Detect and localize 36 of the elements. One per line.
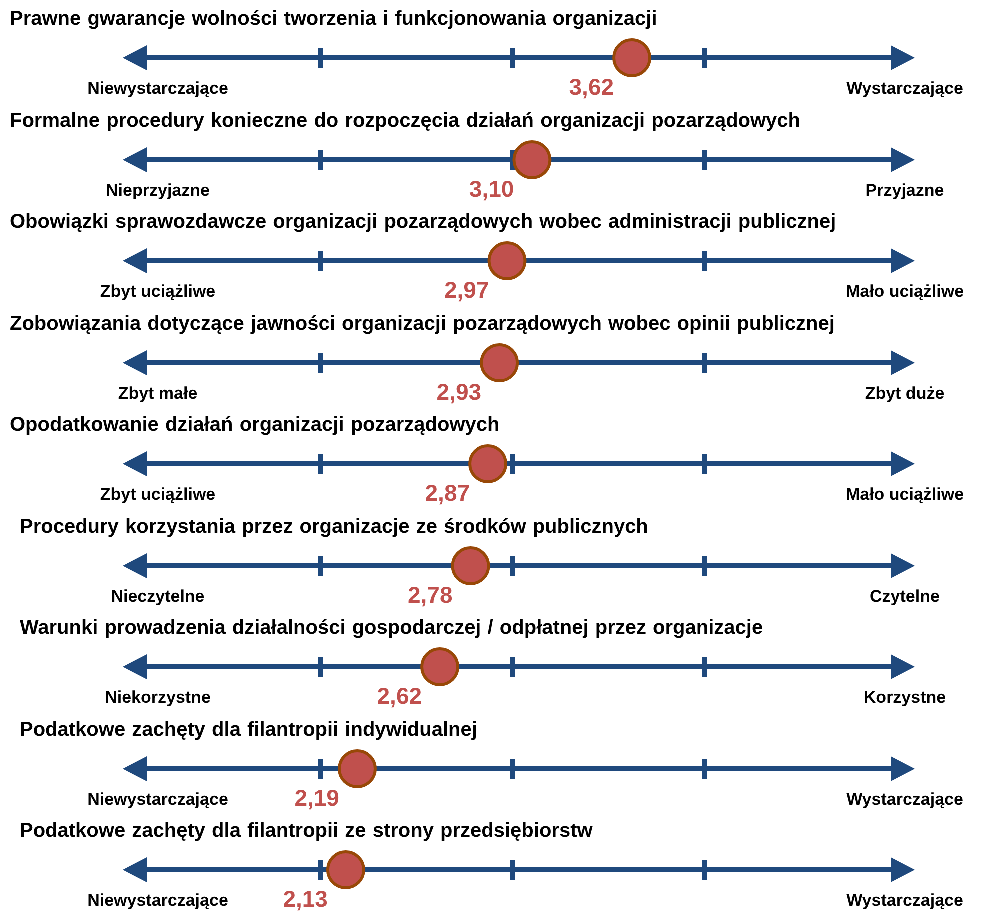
text: Procedury korzystania przez organizacje ze środków publicznych: [20, 516, 648, 538]
data-label: 2,13: [283, 886, 328, 912]
data-label: 3,10: [469, 176, 514, 202]
data-label: 2,87: [425, 480, 470, 506]
data-label: 2,62: [377, 683, 422, 709]
data-label: 3,62: [569, 74, 614, 100]
text: Mało uciążliwe: [846, 282, 964, 301]
text: Niekorzystne: [105, 688, 211, 707]
text: Zbyt uciążliwe: [100, 282, 216, 301]
text: Wystarczające: [846, 891, 964, 910]
data-label: 2,97: [444, 277, 490, 303]
text: Zobowiązania dotyczące jawności organizacji pozarządowych wobec opinii publicznej: [10, 312, 835, 334]
text: Podatkowe zachęty dla filantropii indywidualnej: [20, 718, 478, 740]
text: Opodatkowanie działań organizacji pozarządowych: [10, 414, 500, 436]
data-label: 2,19: [294, 784, 340, 810]
text: Wystarczające: [846, 790, 964, 808]
text: Mało uciążliwe: [846, 485, 964, 504]
text: Obowiązki sprawozdawcze organizacji pozarządowych wobec administracji publicznej: [10, 211, 836, 233]
text: Niewystarczające: [88, 790, 228, 808]
data-label: 2,93: [436, 378, 482, 404]
text: Wystarczające: [846, 79, 964, 98]
text: Niewystarczające: [88, 79, 228, 98]
text: Podatkowe zachęty dla filantropii ze strony przedsiębiorstw: [20, 820, 594, 842]
text: Zbyt duże: [865, 384, 945, 402]
text: Nieprzyjazne: [106, 180, 210, 200]
data-label: 2,78: [408, 582, 453, 608]
text: Czytelne: [870, 586, 940, 606]
text: Zbyt uciążliwe: [100, 485, 216, 504]
text: Prawne gwarancje wolności tworzenia i funkcjonowania organizacji: [10, 8, 658, 30]
text: Zbyt małe: [118, 384, 198, 402]
text: Formalne procedury konieczne do rozpoczęcia działań organizacji pozarządowych: [10, 110, 801, 132]
text: Korzystne: [864, 688, 946, 707]
text: Przyjazne: [866, 180, 944, 200]
text: Niewystarczające: [88, 891, 228, 910]
text: Nieczytelne: [111, 586, 205, 606]
text: Warunki prowadzenia działalności gospodarczej / odpłatnej przez organizacje: [20, 617, 764, 639]
